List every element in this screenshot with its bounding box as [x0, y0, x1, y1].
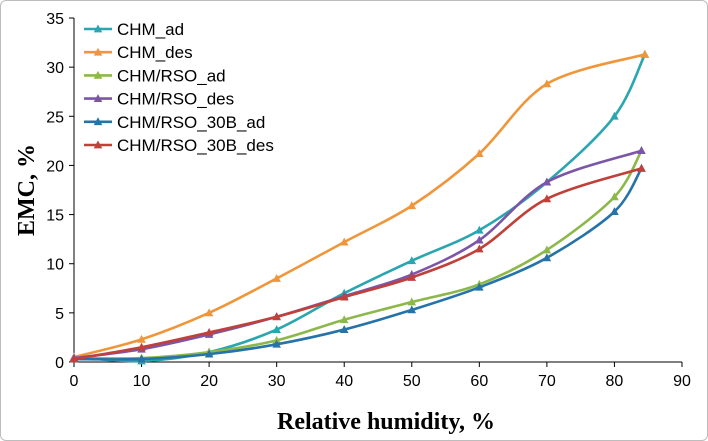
data-point — [204, 328, 214, 336]
y-tick-label: 35 — [46, 11, 64, 28]
legend-label: CHM/RSO_30B_ad — [117, 113, 265, 132]
data-point — [637, 163, 646, 172]
series-line-chm-rso-30b-des — [72, 167, 643, 361]
data-point — [475, 235, 484, 244]
data-point — [204, 349, 214, 358]
data-point — [137, 334, 146, 343]
data-point — [475, 225, 484, 234]
legend-marker — [93, 47, 103, 56]
data-point — [272, 273, 281, 282]
data-point — [542, 177, 552, 186]
y-tick-label: 15 — [46, 208, 64, 225]
data-point — [610, 192, 619, 201]
data-point — [339, 325, 349, 333]
legend-label: CHM/RSO_30B_des — [117, 136, 274, 155]
data-point — [137, 342, 146, 351]
legend-marker — [93, 70, 103, 79]
data-point — [272, 339, 281, 348]
x-tick-label: 50 — [403, 373, 421, 390]
data-point — [610, 207, 619, 215]
legend-marker — [93, 140, 103, 149]
data-point — [407, 256, 417, 265]
data-point — [475, 149, 484, 158]
y-tick-label: 25 — [46, 109, 64, 126]
data-point — [640, 49, 650, 58]
data-point — [272, 325, 281, 333]
data-point — [339, 237, 349, 246]
data-point — [475, 244, 484, 253]
data-point — [542, 79, 552, 88]
data-point — [339, 315, 349, 324]
y-tick-label: 30 — [46, 60, 64, 77]
legend-label: CHM/RSO_ad — [117, 66, 226, 85]
legend-label: CHM_des — [117, 43, 193, 62]
series-line-chm-rso-30b-ad — [72, 167, 643, 361]
data-point — [542, 245, 552, 254]
x-tick-label: 20 — [200, 373, 218, 390]
data-point — [475, 282, 484, 291]
legend-marker — [93, 24, 103, 33]
y-tick-label: 5 — [55, 306, 64, 323]
data-point — [407, 297, 417, 306]
data-point — [407, 272, 417, 281]
x-tick-label: 90 — [673, 373, 691, 390]
y-axis-title: EMC, % — [14, 144, 40, 236]
legend-marker — [93, 117, 103, 126]
data-point — [637, 146, 646, 155]
x-tick-label: 60 — [470, 373, 488, 390]
data-point — [69, 354, 79, 363]
x-axis-title: Relative humidity, % — [277, 409, 495, 435]
data-point — [542, 253, 552, 262]
y-tick-label: 0 — [55, 355, 64, 372]
data-point — [407, 201, 417, 210]
data-point — [542, 194, 552, 203]
series-line-chm-rso-ad — [72, 149, 643, 360]
series-chm-rso-des — [69, 146, 646, 362]
x-tick-label: 80 — [606, 373, 624, 390]
data-point — [204, 308, 214, 317]
legend-label: CHM_ad — [117, 20, 184, 39]
y-tick-label: 20 — [46, 158, 64, 175]
data-point — [407, 305, 417, 314]
data-point — [610, 111, 619, 120]
x-tick-label: 40 — [335, 373, 353, 390]
series-chm-rso-30b-des — [69, 163, 646, 363]
legend: CHM_ad CHM_des CHM/RSO_ad CHM/RSO_des CHM/RS… — [84, 20, 274, 155]
x-tick-label: 0 — [70, 373, 79, 390]
x-tick-label: 70 — [538, 373, 556, 390]
legend-label: CHM/RSO_des — [117, 90, 234, 109]
y-tick-label: 10 — [46, 257, 64, 274]
series-line-chm-des — [72, 53, 647, 359]
legend-marker — [93, 94, 103, 102]
x-tick-label: 30 — [268, 373, 286, 390]
series-chm-rso-ad — [69, 146, 646, 362]
data-point — [339, 292, 349, 301]
data-point — [137, 354, 146, 363]
data-point — [272, 312, 281, 321]
x-tick-label: 10 — [133, 373, 151, 390]
